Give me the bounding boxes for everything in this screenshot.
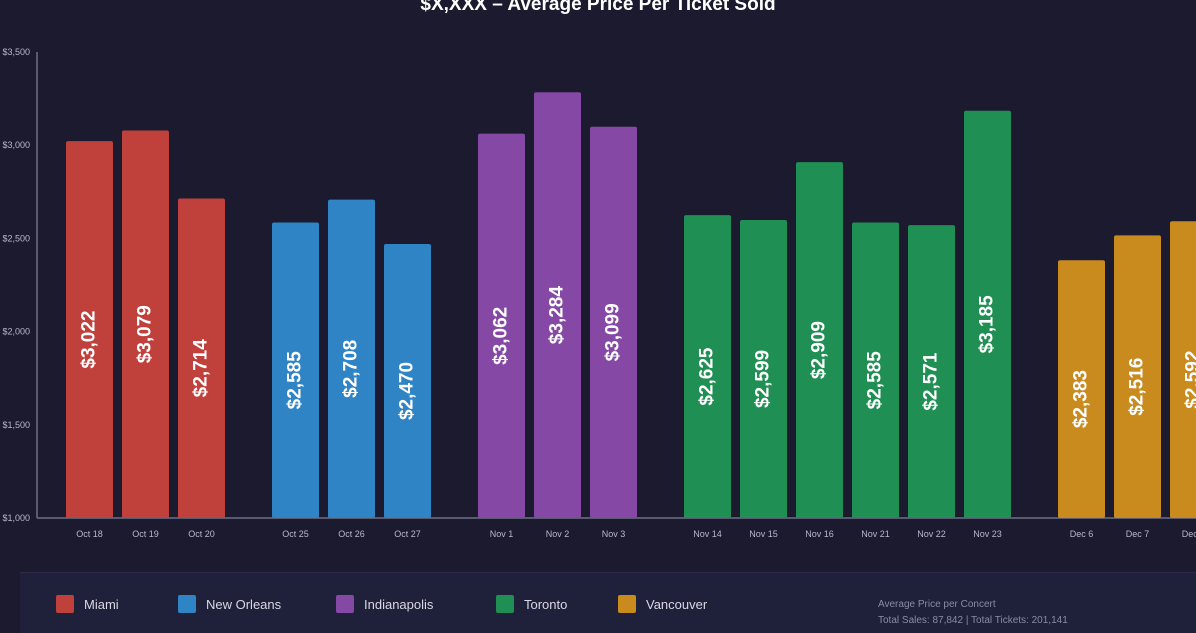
- bar-value-label: $2,585: [285, 351, 306, 410]
- x-tick-label: Nov 16: [805, 529, 834, 539]
- bar-value-label: $3,062: [491, 307, 512, 365]
- x-tick-label: Nov 22: [917, 529, 946, 539]
- legend-label: Indianapolis: [364, 596, 434, 612]
- legend-swatch: [178, 595, 196, 613]
- legend-item: New Orleans: [178, 595, 281, 613]
- legend-item: Vancouver: [618, 595, 707, 613]
- bar-value-label: $2,714: [191, 339, 212, 398]
- bar-value-label: $3,022: [79, 310, 100, 368]
- bar-value-label: $3,099: [603, 303, 624, 361]
- summary-title: Average Price per Concert: [878, 599, 996, 610]
- x-tick-label: Nov 23: [973, 529, 1002, 539]
- legend-swatch: [618, 595, 636, 613]
- bar-value-label: $2,383: [1071, 370, 1092, 428]
- bar: [66, 141, 113, 519]
- bar: [964, 110, 1011, 518]
- x-tick-label: Nov 1: [490, 529, 514, 539]
- bar: [908, 225, 955, 519]
- bar-value-label: $3,079: [135, 305, 156, 363]
- x-tick-label: Nov 2: [546, 529, 570, 539]
- x-tick-label: Nov 3: [602, 529, 626, 539]
- x-tick-label: Oct 25: [282, 529, 309, 539]
- bar-value-label: $2,571: [921, 352, 942, 411]
- x-tick-label: Oct 26: [338, 529, 365, 539]
- summary-stats: Total Sales: 87,842 | Total Tickets: 201…: [878, 615, 1068, 626]
- legend-item: Miami: [56, 595, 119, 613]
- bar: [590, 126, 637, 518]
- bar-value-label: $2,592: [1183, 351, 1196, 409]
- bar: [272, 222, 319, 518]
- y-tick-label: $1,000: [2, 513, 30, 523]
- bar-value-label: $3,185: [977, 295, 998, 354]
- legend-swatch: [56, 595, 74, 613]
- bars: $3,022 Oct 18 $3,079 Oct 19 $2,714 Oct 20 $2,5…: [66, 92, 1196, 539]
- legend-panel: Miami New Orleans Indianapolis Toronto Vanco…: [20, 572, 1196, 633]
- x-tick-label: Oct 19: [132, 529, 159, 539]
- bar: [1114, 235, 1161, 518]
- bar: [684, 215, 731, 518]
- y-tick-label: $2,000: [2, 327, 30, 337]
- bar: [122, 130, 169, 518]
- legend-label: Miami: [84, 596, 119, 612]
- x-tick-label: Dec 8: [1182, 529, 1196, 539]
- bar: [1058, 260, 1105, 518]
- legend-label: Vancouver: [646, 596, 708, 612]
- x-tick-label: Oct 18: [76, 529, 103, 539]
- x-tick-label: Nov 14: [693, 529, 722, 539]
- summary-box: Average Price per Concert Total Sales: 8…: [878, 597, 1168, 629]
- x-tick-label: Dec 6: [1070, 529, 1094, 539]
- x-tick-label: Oct 20: [188, 529, 215, 539]
- x-tick-label: Nov 15: [749, 529, 778, 539]
- legend-swatch: [336, 595, 354, 613]
- bar-value-label: $2,625: [697, 347, 718, 406]
- bar-value-label: $2,516: [1127, 358, 1148, 416]
- legend-item: Toronto: [496, 595, 567, 613]
- legend-label: Toronto: [524, 596, 568, 612]
- legend-label: New Orleans: [206, 596, 282, 612]
- bar: [852, 222, 899, 518]
- bar: [478, 133, 525, 519]
- y-axis-ticks: $1,000 $1,500 $2,000 $2,500 $3,000 $3,500: [2, 47, 30, 523]
- bar-value-label: $2,470: [397, 362, 418, 420]
- chart-title: $X,XXX – Average Price Per Ticket Sold: [420, 0, 775, 15]
- y-tick-label: $3,500: [2, 47, 30, 57]
- bar: [796, 162, 843, 518]
- y-tick-label: $1,500: [2, 420, 30, 430]
- bar-value-label: $2,708: [341, 340, 362, 398]
- bar-chart: $X,XXX – Average Price Per Ticket Sold $…: [2, 0, 1196, 539]
- bar-value-label: $2,599: [753, 350, 774, 408]
- bar: [740, 219, 787, 518]
- legend-item: Indianapolis: [336, 595, 433, 613]
- bar: [178, 198, 225, 518]
- bar-value-label: $2,585: [865, 351, 886, 410]
- x-tick-label: Nov 21: [861, 529, 890, 539]
- bar: [534, 92, 581, 519]
- bar-value-label: $2,909: [809, 321, 830, 379]
- bar: [328, 199, 375, 519]
- y-tick-label: $2,500: [2, 233, 30, 243]
- bar: [384, 243, 431, 518]
- bar: [1170, 221, 1196, 518]
- x-tick-label: Oct 27: [394, 529, 421, 539]
- bar-value-label: $3,284: [547, 286, 568, 345]
- legend-swatch: [496, 595, 514, 613]
- x-tick-label: Dec 7: [1126, 529, 1150, 539]
- y-tick-label: $3,000: [2, 140, 30, 150]
